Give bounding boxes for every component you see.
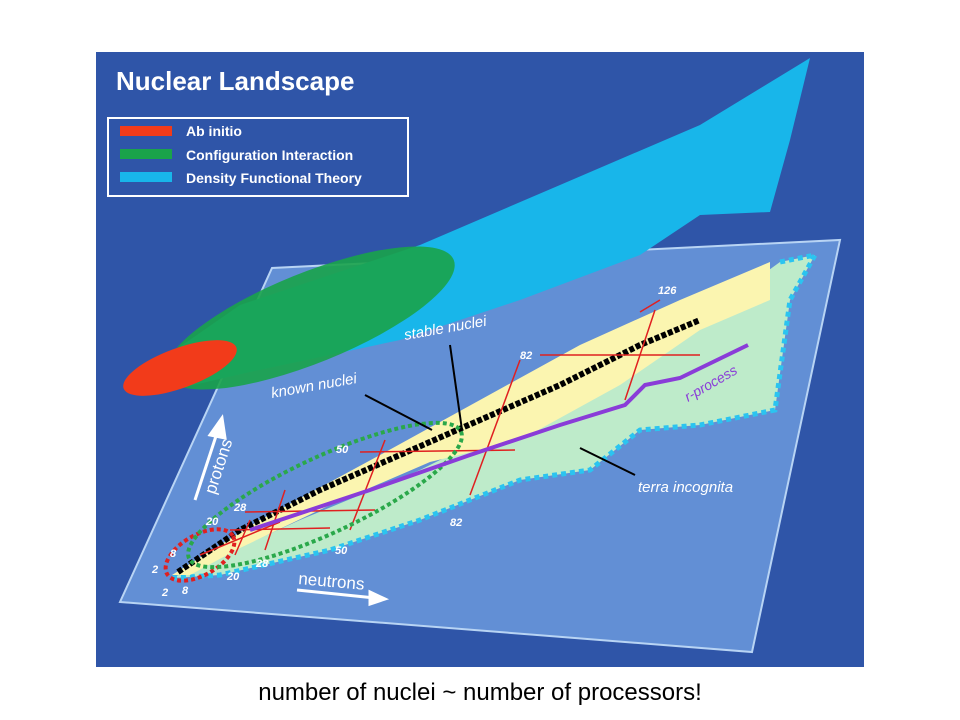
magic-number: 126 xyxy=(658,285,677,297)
ci-boundary xyxy=(186,420,464,570)
magic-number: 2 xyxy=(161,587,168,599)
magic-number: 82 xyxy=(520,350,532,362)
known-nuclei-region xyxy=(172,262,770,575)
r-process-path xyxy=(249,343,749,532)
magic-number: 50 xyxy=(336,444,349,456)
magic-number: 50 xyxy=(335,545,348,557)
magic-number: 8 xyxy=(182,585,189,597)
caption: number of nuclei ~ number of processors! xyxy=(258,679,702,706)
magic-number: 2 xyxy=(151,564,158,576)
legend-swatch xyxy=(120,126,172,136)
magic-number: 20 xyxy=(226,571,240,583)
figure-title: Nuclear Landscape xyxy=(116,66,354,96)
legend-label: Configuration Interaction xyxy=(186,147,353,163)
pointer-arrows xyxy=(364,344,636,476)
magic-number: 28 xyxy=(255,558,269,570)
magic-number: 20 xyxy=(205,516,219,528)
axis-arrows xyxy=(193,414,390,607)
stable-line xyxy=(176,317,702,575)
legend-swatch xyxy=(120,172,172,182)
ci-region xyxy=(165,246,455,390)
magic-number: 82 xyxy=(450,517,462,529)
ab-initio-region xyxy=(123,340,237,396)
magic-number: 8 xyxy=(170,548,177,560)
ab-initio-boundary xyxy=(163,527,237,583)
legend-label: Density Functional Theory xyxy=(186,170,362,186)
magic-number: 28 xyxy=(233,502,247,514)
legend-label: Ab initio xyxy=(186,123,242,139)
legend-swatch xyxy=(120,149,172,159)
legend-box xyxy=(107,117,409,197)
annotation: terra incognita xyxy=(638,479,733,496)
